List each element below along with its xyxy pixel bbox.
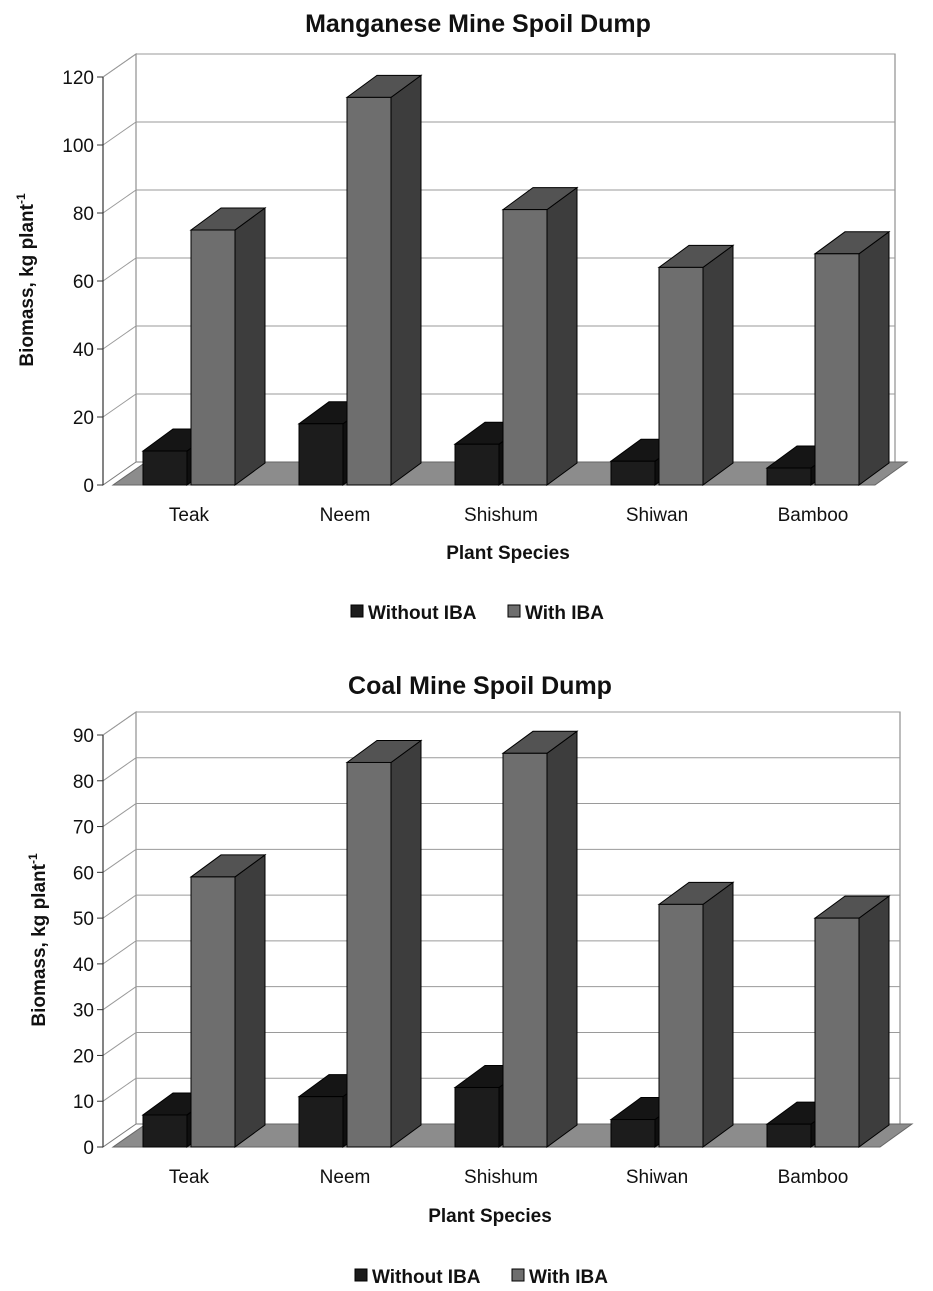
chart1-bar-with-iba-shishum bbox=[501, 186, 579, 486]
chart2-category-label: Bamboo bbox=[778, 1167, 849, 1188]
chart2-gridline bbox=[102, 1031, 900, 1056]
chart2-category-label: Neem bbox=[320, 1167, 371, 1188]
chart2-y-axis-label: Biomass, kg plant-1 bbox=[26, 853, 50, 1027]
chart2-y-tick-label: 60 bbox=[73, 863, 94, 884]
chart1-bar-with-iba-bamboo bbox=[813, 230, 891, 486]
chart2-gridline bbox=[102, 848, 900, 873]
chart2-y-tick-label: 10 bbox=[73, 1092, 94, 1113]
chart2-legend-swatch-with-iba bbox=[511, 1268, 525, 1282]
chart2-y-tick-label: 0 bbox=[83, 1138, 94, 1159]
chart2-gridline bbox=[102, 894, 900, 919]
chart1-bar-with-iba-teak bbox=[189, 207, 267, 486]
chart2-gridline bbox=[102, 711, 900, 736]
chart2-y-tick-label: 30 bbox=[73, 1001, 94, 1022]
chart1-plot: 0 20 40 60 80 100 120 Teak Neem Shishum Shiwan Bamb… bbox=[62, 53, 909, 526]
chart1-gridline bbox=[102, 53, 895, 78]
chart2-bar-with-iba-teak bbox=[189, 853, 267, 1148]
chart1-category-label: Shiwan bbox=[626, 505, 688, 526]
chart1-gridline bbox=[102, 325, 895, 350]
chart1-y-tick-label: 40 bbox=[73, 340, 94, 361]
chart1-y-tick-label: 20 bbox=[73, 408, 94, 429]
chart2-x-axis-label: Plant Species bbox=[428, 1206, 552, 1227]
chart1-category-label: Neem bbox=[320, 505, 371, 526]
chart2-y-tick-label: 90 bbox=[73, 726, 94, 747]
chart1-y-tick-label: 100 bbox=[62, 136, 94, 157]
chart1-y-tick-label: 60 bbox=[73, 272, 94, 293]
chart2-y-tick-label: 70 bbox=[73, 818, 94, 839]
chart2-legend-label-without-iba: Without IBA bbox=[372, 1267, 481, 1288]
chart1-legend-swatch-with-iba bbox=[507, 604, 521, 618]
chart1-legend: Without IBA With IBA bbox=[350, 603, 604, 624]
chart1-category-label: Shishum bbox=[464, 505, 538, 526]
chart1-category-label: Bamboo bbox=[778, 505, 849, 526]
chart2-bar-with-iba-neem bbox=[345, 739, 423, 1148]
chart1-bar-with-iba-shiwan bbox=[657, 244, 735, 486]
chart2-legend-swatch-without-iba bbox=[354, 1268, 368, 1282]
chart2-bar-with-iba-shishum bbox=[501, 730, 579, 1148]
chart2-legend: Without IBA With IBA bbox=[354, 1267, 608, 1288]
chart1-legend-swatch-without-iba bbox=[350, 604, 364, 618]
chart2-y-tick-label: 40 bbox=[73, 955, 94, 976]
chart2-legend-label-with-iba: With IBA bbox=[529, 1267, 608, 1288]
chart2-y-tick-label: 20 bbox=[73, 1046, 94, 1067]
chart1-y-tick-label: 0 bbox=[83, 476, 94, 497]
chart2-plot: 0 10 20 30 40 50 60 70 80 90 Teak Neem Shishum Shiwan… bbox=[73, 711, 914, 1188]
chart2-gridline bbox=[102, 803, 900, 827]
chart2-category-label: Shiwan bbox=[626, 1167, 688, 1188]
chart1-title: Manganese Mine Spoil Dump bbox=[305, 10, 651, 38]
chart1-gridline bbox=[102, 121, 895, 146]
chart2-gridline bbox=[102, 940, 900, 965]
chart2-gridline bbox=[102, 986, 900, 1011]
chart2-bar-with-iba-shiwan bbox=[657, 881, 735, 1148]
chart2-category-label: Shishum bbox=[464, 1167, 538, 1188]
chart1-legend-label-with-iba: With IBA bbox=[525, 603, 604, 624]
chart1-gridline bbox=[102, 189, 895, 214]
chart1-gridline bbox=[102, 393, 895, 418]
chart1-x-axis-label: Plant Species bbox=[446, 543, 570, 564]
chart2-category-label: Teak bbox=[169, 1167, 210, 1188]
chart2-bar-with-iba-bamboo bbox=[813, 895, 891, 1148]
chart1-y-tick-label: 80 bbox=[73, 204, 94, 225]
chart2-y-tick-label: 50 bbox=[73, 909, 94, 930]
chart2-title: Coal Mine Spoil Dump bbox=[348, 672, 612, 700]
chart1-y-tick-label: 120 bbox=[62, 68, 94, 89]
chart2-gridline bbox=[102, 1077, 900, 1102]
chart1-gridline bbox=[102, 257, 895, 282]
chart1-y-axis-label: Biomass, kg plant-1 bbox=[14, 193, 38, 367]
chart1-legend-label-without-iba: Without IBA bbox=[368, 603, 477, 624]
chart1-category-label: Teak bbox=[169, 505, 210, 526]
chart1-bar-with-iba-neem bbox=[345, 74, 423, 486]
chart2-gridline bbox=[102, 757, 900, 782]
chart2-y-tick-label: 80 bbox=[73, 772, 94, 793]
